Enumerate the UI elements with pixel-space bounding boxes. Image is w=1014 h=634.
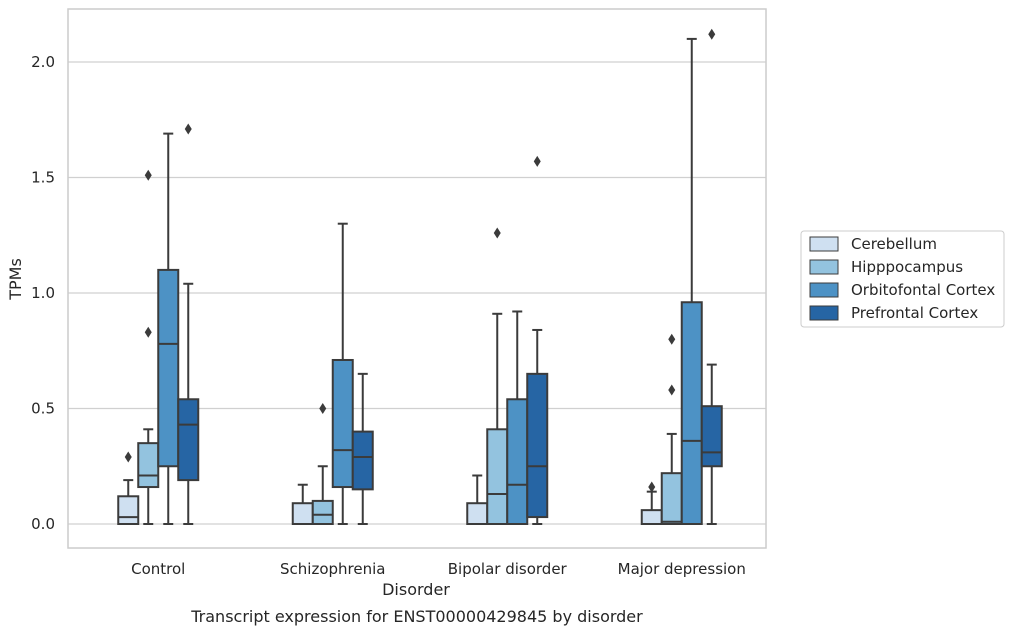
box-group xyxy=(117,451,140,525)
y-tick-label: 1.5 xyxy=(31,169,55,187)
x-tick-labels: Control Schizophrenia Bipolar disorder Majo… xyxy=(131,560,746,578)
box xyxy=(640,509,663,526)
box xyxy=(526,372,549,519)
outlier-point xyxy=(124,451,132,463)
box xyxy=(137,442,160,489)
box-group xyxy=(331,222,354,525)
box-group xyxy=(311,403,334,525)
legend-label: Orbitofontal Cortex xyxy=(851,281,995,299)
legend: Cerebellum Hipppocampus Orbitofontal Corte… xyxy=(800,230,1005,328)
plot-frame xyxy=(67,8,767,549)
legend-frame xyxy=(800,230,1005,328)
box-group xyxy=(291,483,314,525)
box-group xyxy=(137,169,160,525)
y-tick-labels: 0.0 0.5 1.0 1.5 2.0 xyxy=(31,53,55,533)
box xyxy=(291,502,314,525)
y-tick-label: 0.0 xyxy=(31,515,55,533)
box-group xyxy=(486,227,509,526)
box-group xyxy=(680,37,703,525)
y-tick-label: 0.5 xyxy=(31,400,55,418)
box xyxy=(660,472,683,525)
outlier-point xyxy=(708,28,716,40)
box-group xyxy=(157,132,180,525)
outlier-point xyxy=(144,169,152,181)
box xyxy=(466,502,489,525)
box-group xyxy=(351,372,374,525)
x-tick-label: Major depression xyxy=(618,560,746,578)
box-group xyxy=(177,123,200,525)
outlier-point xyxy=(493,227,501,239)
x-tick-label: Control xyxy=(131,560,185,578)
legend-label: Prefrontal Cortex xyxy=(851,304,978,322)
y-tick-label: 2.0 xyxy=(31,53,55,71)
box xyxy=(351,430,374,491)
legend-swatch xyxy=(809,305,839,321)
x-tick-label: Schizophrenia xyxy=(280,560,385,578)
outlier-point xyxy=(533,155,541,167)
y-tick-label: 1.0 xyxy=(31,284,55,302)
box-group xyxy=(466,474,489,525)
legend-label: Cerebellum xyxy=(851,235,937,253)
box xyxy=(157,268,180,468)
legend-swatch xyxy=(809,236,839,252)
outlier-point xyxy=(319,403,327,414)
box xyxy=(117,495,140,525)
x-tick-label: Bipolar disorder xyxy=(448,560,568,578)
chart-caption: Transcript expression for ENST0000042984… xyxy=(190,607,643,626)
legend-swatch xyxy=(809,282,839,298)
outlier-point xyxy=(648,481,656,493)
box-group xyxy=(640,481,663,526)
outlier-point xyxy=(144,326,152,338)
outlier-point xyxy=(184,123,192,135)
box-group xyxy=(660,333,683,525)
box xyxy=(506,398,529,526)
outlier-point xyxy=(668,333,676,345)
box xyxy=(700,405,723,468)
box xyxy=(486,428,509,526)
box-plots xyxy=(117,28,723,526)
box xyxy=(331,358,354,489)
box-group xyxy=(700,28,723,525)
outlier-point xyxy=(668,384,676,396)
box xyxy=(177,398,200,482)
x-axis-title: Disorder xyxy=(382,580,450,599)
y-axis-title: TPMs xyxy=(6,258,25,301)
box-group xyxy=(526,155,549,525)
box xyxy=(680,301,703,525)
legend-label: Hipppocampus xyxy=(851,258,963,276)
box xyxy=(311,499,334,525)
legend-swatch xyxy=(809,259,839,275)
box-group xyxy=(506,310,529,526)
